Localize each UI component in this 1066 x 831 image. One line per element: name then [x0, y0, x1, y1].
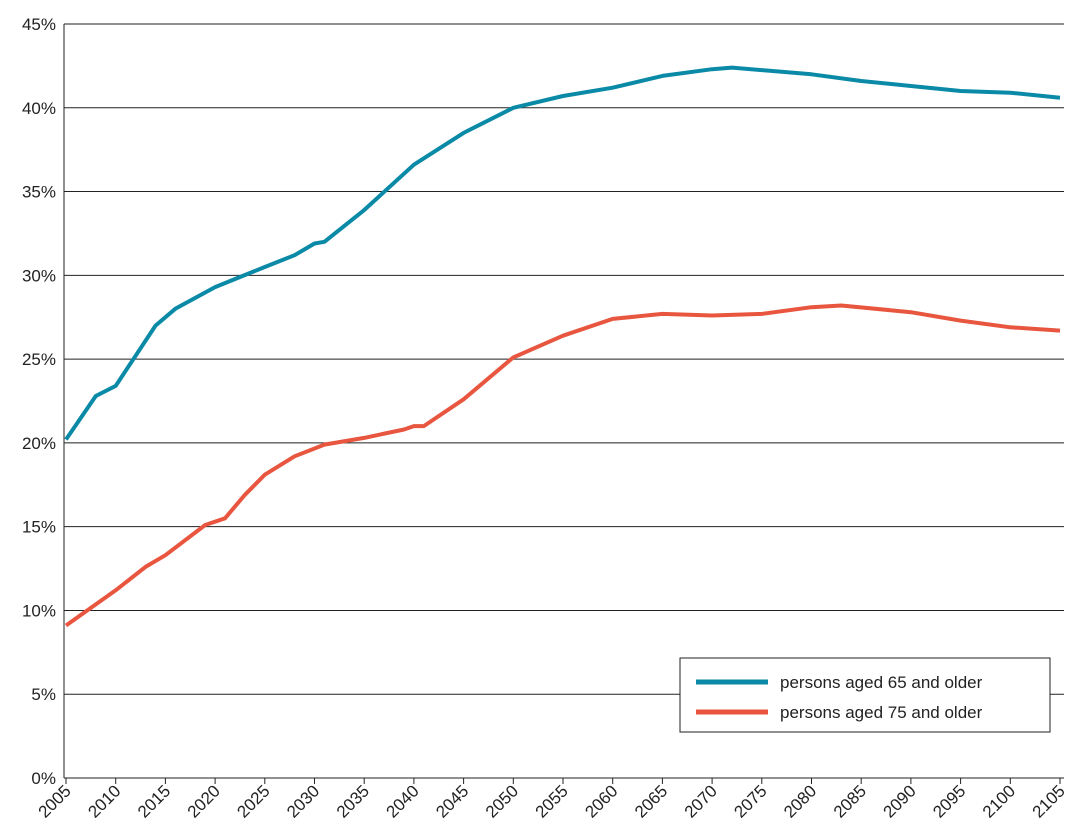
line-series	[64, 65, 1061, 441]
x-tick-label: 2035	[333, 781, 373, 821]
y-tick-label: 25%	[22, 350, 56, 369]
x-tick-label: 2020	[184, 781, 224, 821]
x-tick-label: 2040	[383, 781, 423, 821]
y-tick-label: 10%	[22, 601, 56, 620]
x-tick-label: 2085	[830, 781, 870, 821]
x-tick-label: 2080	[780, 781, 820, 821]
x-tick-label: 2025	[233, 781, 273, 821]
x-tick-label: 2070	[681, 781, 721, 821]
y-tick-label: 40%	[22, 99, 56, 118]
x-tick-label: 2095	[929, 781, 969, 821]
x-tick-label: 2105	[1029, 781, 1066, 821]
y-tick-label: 15%	[22, 518, 56, 537]
legend: persons aged 65 and older persons aged 75…	[679, 657, 1051, 733]
legend-label: persons aged 65 and older	[780, 673, 983, 692]
legend-box	[679, 657, 1051, 733]
y-tick-label: 0%	[31, 769, 56, 788]
legend-label: persons aged 75 and older	[780, 703, 983, 722]
y-tick-label: 5%	[31, 685, 56, 704]
x-tick-label: 2050	[482, 781, 522, 821]
x-tick-label: 2055	[532, 781, 572, 821]
y-tick-label: 45%	[22, 15, 56, 34]
line-series	[64, 303, 1061, 628]
x-tick-label: 2075	[730, 781, 770, 821]
x-tick-label: 2065	[631, 781, 671, 821]
x-tick-label: 2060	[581, 781, 621, 821]
x-tick-label: 2015	[134, 781, 174, 821]
y-tick-label: 30%	[22, 266, 56, 285]
x-tick-label: 2010	[84, 781, 124, 821]
x-tick-label: 2030	[283, 781, 323, 821]
x-tick-label: 2045	[432, 781, 472, 821]
x-tick-label: 2090	[880, 781, 920, 821]
x-tick-label: 2100	[979, 781, 1019, 821]
y-tick-label: 35%	[22, 183, 56, 202]
y-tick-label: 20%	[22, 434, 56, 453]
